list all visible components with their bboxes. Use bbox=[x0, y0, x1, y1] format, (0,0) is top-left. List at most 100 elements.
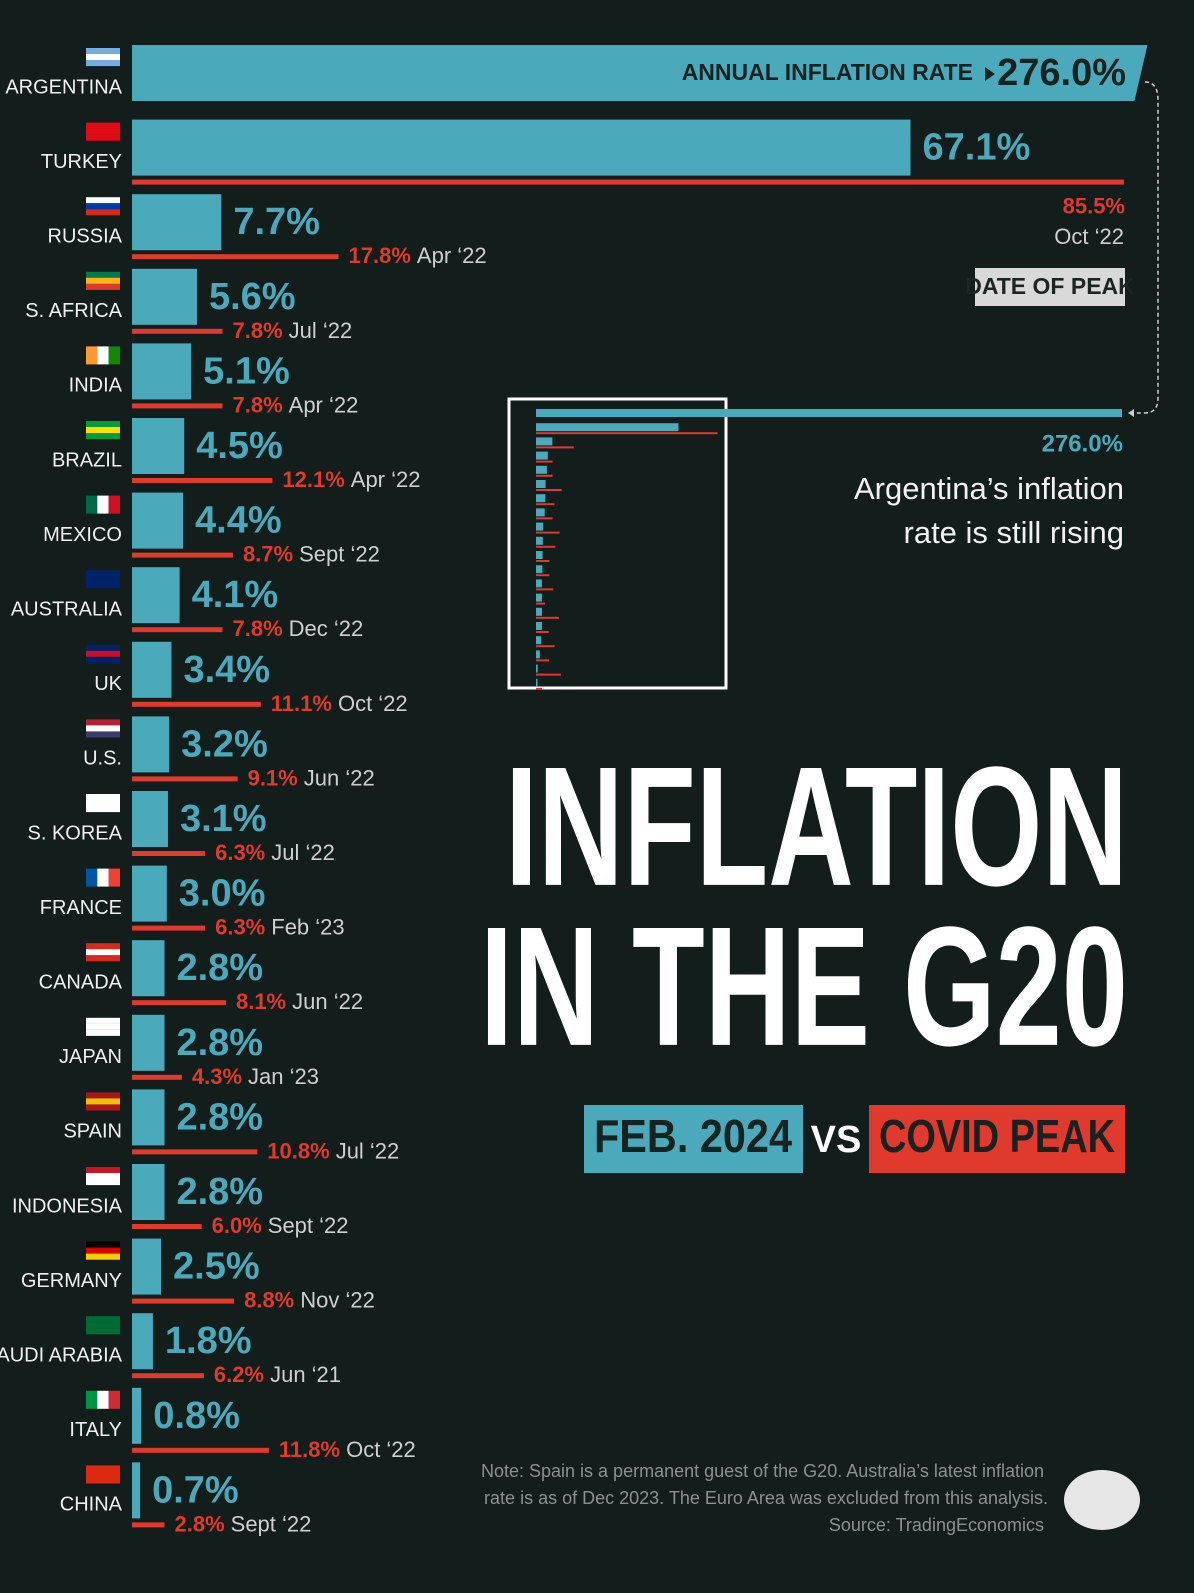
bar-label: ANNUAL INFLATION RATE bbox=[682, 59, 973, 85]
chart-title: IN THE G20 bbox=[480, 892, 1128, 1082]
inset-bar bbox=[536, 494, 546, 503]
flag bbox=[86, 1017, 120, 1024]
flag bbox=[108, 346, 120, 365]
country-label: S. KOREA bbox=[28, 822, 123, 844]
country-label: AUSTRALIA bbox=[11, 598, 123, 620]
bar bbox=[132, 865, 167, 922]
peak-value: 9.1% bbox=[248, 765, 298, 790]
inset-frame bbox=[507, 397, 728, 690]
value-label: 3.0% bbox=[179, 873, 266, 915]
chart-title: INFLATION bbox=[505, 732, 1128, 922]
peak-date: Oct ‘22 bbox=[1054, 224, 1124, 249]
flag bbox=[86, 134, 120, 141]
flag bbox=[86, 427, 120, 434]
peak-date: Sept ‘22 bbox=[299, 541, 380, 566]
flag bbox=[86, 421, 120, 428]
value-label: 5.1% bbox=[203, 350, 290, 392]
bar bbox=[132, 1462, 141, 1519]
inset-bar bbox=[536, 446, 574, 449]
bar bbox=[132, 1089, 165, 1146]
flag bbox=[86, 271, 120, 278]
flag bbox=[86, 582, 120, 589]
legend-label: FEB. 2024 bbox=[594, 1110, 792, 1162]
peak-value: 4.3% bbox=[192, 1064, 242, 1089]
inset-bar bbox=[536, 602, 546, 605]
peak-label: 17.8% Apr ‘22 bbox=[349, 243, 487, 268]
flag bbox=[86, 1167, 120, 1174]
peak-label: 10.8% Jul ‘22 bbox=[267, 1138, 399, 1163]
inset-bar bbox=[536, 574, 550, 577]
country-label: FRANCE bbox=[40, 897, 122, 919]
peak-date: Jul ‘22 bbox=[289, 318, 353, 343]
bar bbox=[132, 1522, 165, 1528]
inset-bar bbox=[536, 565, 543, 574]
flag bbox=[86, 570, 120, 577]
country-label: GERMANY bbox=[21, 1270, 122, 1292]
peak-date: Feb ‘23 bbox=[271, 914, 344, 939]
inset-bar bbox=[536, 489, 562, 491]
flag bbox=[86, 1092, 120, 1099]
peak-label: 85.5% bbox=[1063, 193, 1125, 218]
bar bbox=[132, 716, 170, 773]
bar bbox=[132, 328, 223, 334]
value-label: 4.4% bbox=[195, 500, 282, 542]
peak-value: 8.7% bbox=[243, 541, 293, 566]
flag bbox=[97, 868, 109, 887]
peak-value: 11.8% bbox=[279, 1437, 340, 1462]
inset-bar bbox=[536, 423, 679, 432]
flag bbox=[86, 576, 120, 583]
bar bbox=[132, 701, 261, 707]
flag bbox=[86, 719, 120, 726]
versus: VS bbox=[811, 1119, 862, 1161]
inset-bar bbox=[536, 522, 544, 531]
peak-date: Jun ‘22 bbox=[304, 765, 375, 790]
inset-bar bbox=[536, 650, 540, 659]
country-label: SAUDI ARABIA bbox=[0, 1344, 123, 1366]
flag bbox=[86, 1179, 120, 1186]
flag bbox=[86, 1023, 120, 1030]
note: rate is as of Dec 2023. The Euro Area wa… bbox=[484, 1488, 1048, 1508]
flag bbox=[108, 868, 120, 887]
inset-bar bbox=[536, 480, 546, 488]
bar bbox=[132, 403, 223, 409]
flag bbox=[86, 644, 120, 651]
bar bbox=[132, 1014, 165, 1071]
inset-bar bbox=[536, 508, 545, 517]
peak-label: 11.1% Oct ‘22 bbox=[271, 691, 408, 716]
inset-bar bbox=[536, 622, 542, 630]
value-label: 67.1% bbox=[923, 127, 1031, 169]
flag bbox=[86, 650, 120, 657]
arrow-head bbox=[1128, 409, 1134, 417]
bar bbox=[132, 194, 222, 251]
country-label: TURKEY bbox=[41, 151, 122, 173]
peak-value: 6.3% bbox=[215, 914, 265, 939]
flag bbox=[86, 868, 98, 887]
value-label: 2.8% bbox=[176, 1096, 263, 1138]
bar bbox=[132, 254, 339, 260]
legend-swatch bbox=[869, 1105, 1125, 1173]
bar bbox=[132, 478, 273, 483]
bar bbox=[132, 1164, 165, 1220]
inset-bar bbox=[536, 588, 554, 591]
peak-value: 6.0% bbox=[212, 1213, 262, 1238]
peak-label: 7.8% Jul ‘22 bbox=[232, 318, 352, 343]
inset-bar bbox=[536, 664, 538, 673]
peak-date: Sept ‘22 bbox=[231, 1511, 312, 1536]
value-label: 2.8% bbox=[176, 1022, 263, 1064]
peak-label: 7.8% Dec ‘22 bbox=[232, 616, 363, 641]
country-label: ITALY bbox=[69, 1419, 122, 1441]
bar bbox=[132, 1373, 204, 1379]
logo bbox=[1064, 1470, 1140, 1530]
bar bbox=[132, 1000, 226, 1006]
bar bbox=[132, 343, 192, 400]
country-label: MEXICO bbox=[43, 524, 122, 546]
flag bbox=[108, 1390, 120, 1409]
value-label: 276.0% bbox=[997, 52, 1126, 94]
peak-label: 12.1% Apr ‘22 bbox=[282, 467, 420, 492]
flag bbox=[86, 128, 120, 135]
flag bbox=[86, 656, 120, 663]
flag bbox=[86, 1465, 120, 1472]
flag bbox=[86, 495, 98, 514]
